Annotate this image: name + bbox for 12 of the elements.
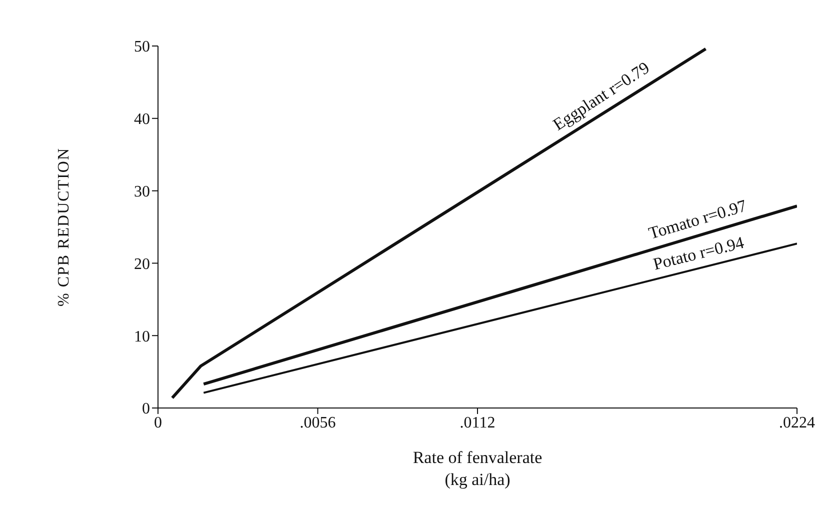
x-tick-label: .0224 — [779, 414, 815, 432]
x-axis-title: Rate of fenvalerate (kg ai/ha) — [412, 448, 542, 489]
y-tick-label: 0 — [142, 400, 150, 418]
x-tick-label: 0 — [154, 414, 162, 432]
y-tick-label: 50 — [134, 38, 150, 56]
y-tick-label: 20 — [134, 256, 150, 273]
y-tick-label: 40 — [134, 111, 150, 128]
y-tick-label: 30 — [134, 183, 150, 200]
y-tick-label: 10 — [134, 328, 150, 346]
x-tick-label: .0056 — [300, 414, 336, 432]
x-tick-label: .0112 — [460, 414, 496, 432]
y-axis-title: % CPB REDUCTION — [56, 147, 73, 307]
